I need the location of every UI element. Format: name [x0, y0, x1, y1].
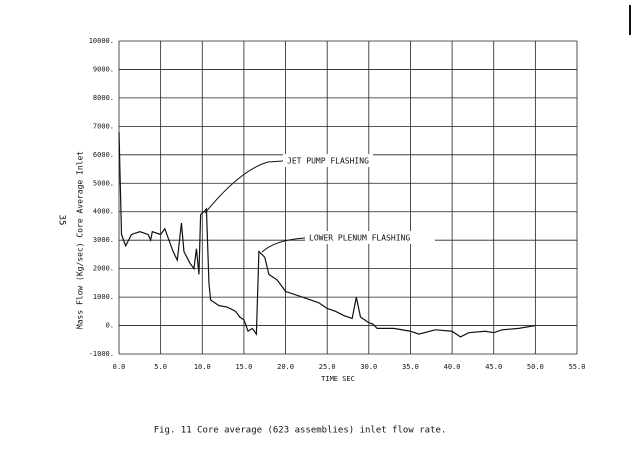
y-tick-label: 2000. [93, 265, 114, 273]
x-tick-label: 50.0 [527, 363, 544, 371]
x-tick-label: 10.0 [194, 363, 211, 371]
caption: Fig. 11 Core average (623 assemblies) in… [154, 426, 447, 436]
y-tick-label: 0. [106, 322, 114, 330]
annotation: JET PUMP FLASHING [287, 157, 369, 166]
y-tick-label: -1000. [89, 350, 114, 358]
x-tick-label: 25.0 [319, 363, 336, 371]
y-tick-label: 10000. [89, 37, 114, 45]
x-tick-label: 35.0 [402, 363, 419, 371]
x-tick-label: 45.0 [485, 363, 502, 371]
x-axis-label: TIME SEC [321, 375, 355, 383]
data-line [118, 132, 536, 338]
y-tick-label: 8000. [93, 94, 114, 102]
y-tick-label: 9000. [93, 65, 114, 73]
annotation-arrow [204, 160, 284, 214]
y-tick-label: 4000. [93, 208, 114, 216]
y-tick-label: 3000. [93, 236, 114, 244]
annotation-box [305, 231, 435, 244]
y-tick-label: 5000. [93, 179, 114, 187]
y-tick-label: 6000. [93, 151, 114, 159]
annotation-arrow [261, 237, 306, 253]
annotation: LOWER PLENUM FLASHING [309, 234, 410, 243]
y-tick-label: 1000. [93, 293, 114, 301]
page-number: 35 [57, 215, 67, 226]
x-tick-label: 15.0 [235, 363, 252, 371]
y-axis-label: Mass Flow (Kg/sec) Core Average Inlet [76, 151, 85, 329]
x-tick-label: 40.0 [444, 363, 461, 371]
x-tick-label: 0.0 [113, 363, 126, 371]
x-tick-label: 30.0 [360, 363, 377, 371]
annotation-box [283, 154, 373, 167]
x-tick-label: 55.0 [569, 363, 586, 371]
y-tick-label: 7000. [93, 122, 114, 130]
x-tick-label: 5.0 [154, 363, 167, 371]
x-tick-label: 20.0 [277, 363, 294, 371]
